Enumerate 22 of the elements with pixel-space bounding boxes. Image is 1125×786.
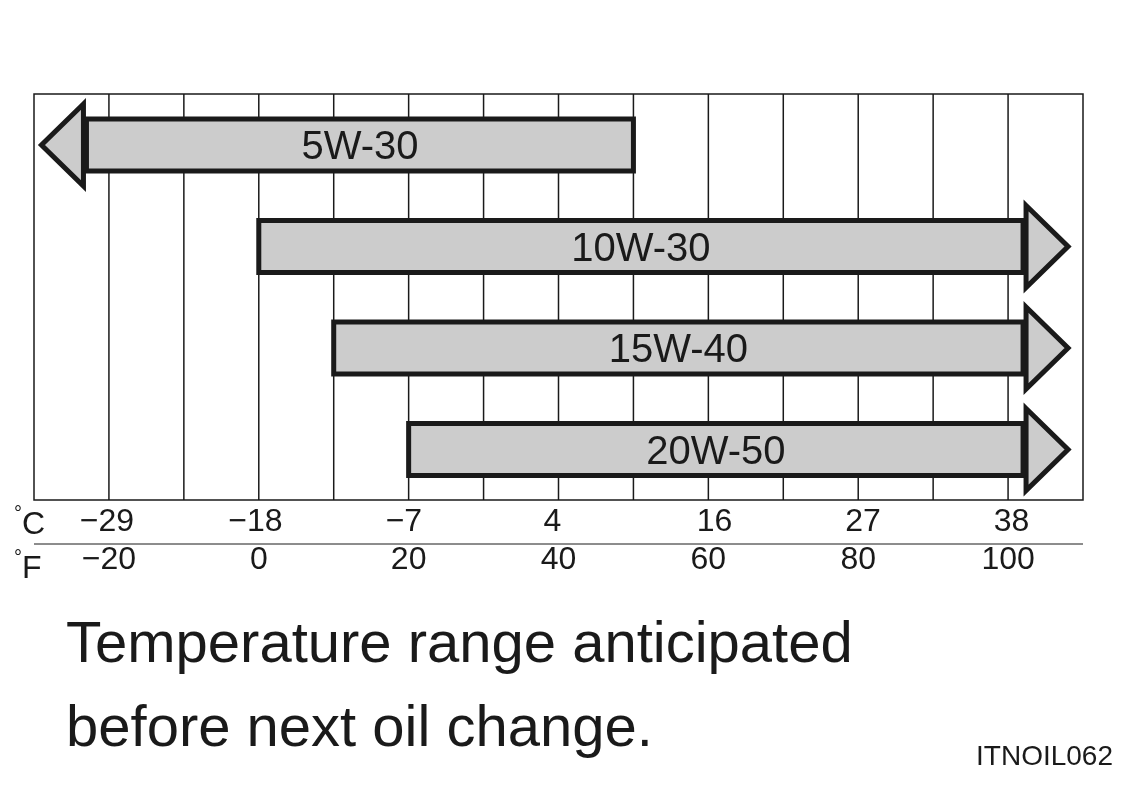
x2-tick-label: 27 <box>845 501 881 538</box>
x-tick-label: 0 <box>249 539 268 576</box>
text: Temperature range anticipated before next oil change. <box>66 609 853 758</box>
x-tick-label: 100 <box>981 539 1035 576</box>
y-tick-label: 20W-50 <box>646 427 786 472</box>
y-tick-label: 10W-30 <box>571 224 711 269</box>
x-tick-label: −20 <box>81 539 137 576</box>
x2-tick-label: 4 <box>543 501 562 538</box>
x-tick-label: 20 <box>390 539 427 576</box>
x2-tick-label: 38 <box>993 501 1030 538</box>
text: ITNOIL062 <box>976 740 1113 772</box>
x2-tick-label: 16 <box>696 501 733 538</box>
y-tick-label: 15W-40 <box>608 326 749 370</box>
y-tick-label: 5W-30 <box>301 123 419 167</box>
x2-tick-label: −18 <box>228 501 283 538</box>
x2-tick-label: −7 <box>385 501 423 538</box>
x-tick-label: 80 <box>840 539 877 576</box>
x-tick-label: 60 <box>690 539 727 576</box>
x2-axis-title: $^{°}$C <box>14 502 46 541</box>
x-tick-label: 40 <box>540 539 577 576</box>
x2-tick-label: −29 <box>79 501 135 538</box>
x-axis-title: $^{°}$F <box>14 546 42 585</box>
